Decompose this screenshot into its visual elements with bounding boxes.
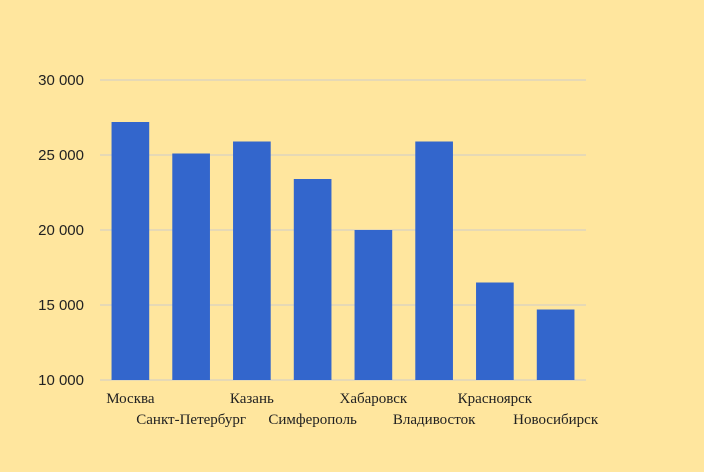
bar [415,141,453,380]
x-axis-ticks: Москва Санкт-Петербург Казань Симферополь Ха… [106,391,599,428]
x-tick-label: Казань [230,391,274,407]
x-tick-label: Симферополь [268,412,357,428]
x-tick-label: Красноярск [458,391,533,407]
bar [293,179,332,380]
y-tick-label: 15 000 [38,297,84,314]
x-tick-label: Хабаровск [340,391,408,407]
x-tick-label: Новосибирск [513,412,599,428]
y-tick-label: 10 000 [38,372,84,389]
bar [536,309,575,380]
bar [354,230,393,380]
bar [172,153,210,380]
y-tick-label: 30 000 [38,72,84,89]
bars-layer [111,122,575,380]
x-tick-label: Владивосток [393,412,476,428]
y-tick-label: 25 000 [38,147,84,164]
x-tick-label: Москва [106,391,155,407]
bar [476,282,514,380]
x-tick-label: Санкт-Петербург [136,412,246,428]
bar [111,122,150,380]
bar [233,141,271,380]
y-tick-label: 20 000 [38,222,84,239]
y-axis-ticks: 10 000 15 000 20 000 25 000 30 000 [38,72,84,389]
